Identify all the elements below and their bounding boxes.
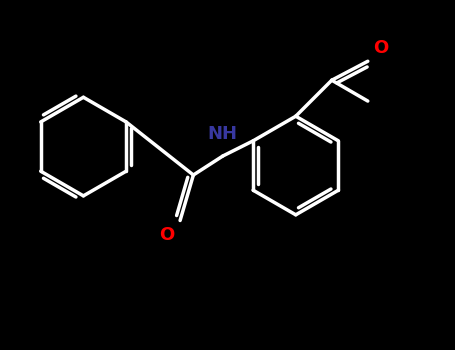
Text: O: O: [374, 40, 389, 57]
Text: O: O: [159, 226, 174, 244]
Text: NH: NH: [208, 125, 238, 143]
